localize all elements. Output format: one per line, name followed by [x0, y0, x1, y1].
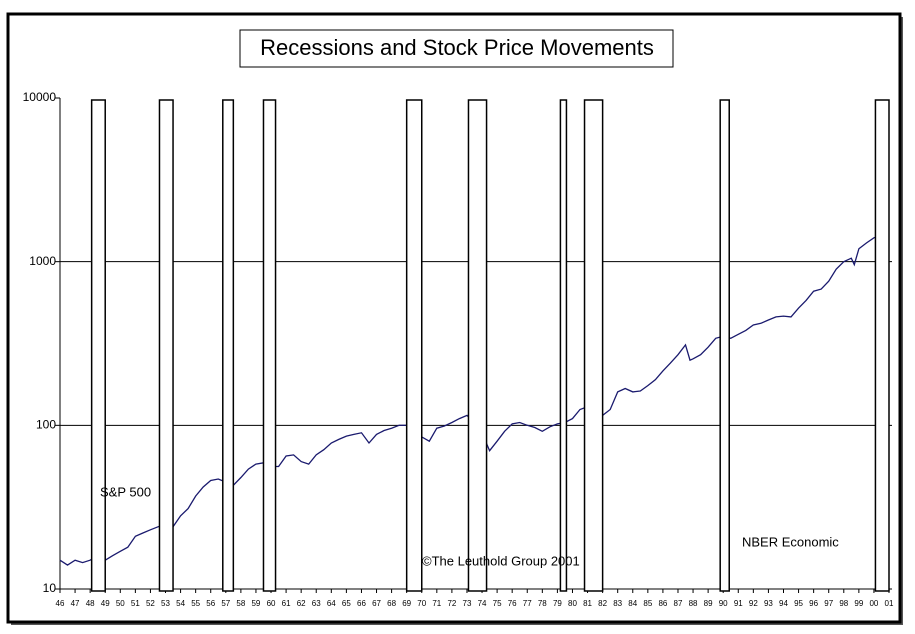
x-tick-label: 48	[86, 599, 95, 608]
recession-bar	[405, 99, 423, 592]
x-tick-label: 99	[854, 599, 863, 608]
y-tick-label: 100	[36, 418, 56, 432]
x-tick-label: 62	[297, 599, 306, 608]
x-tick-label: 46	[56, 599, 65, 608]
x-tick-label: 81	[583, 599, 592, 608]
recession-bar	[158, 99, 174, 592]
x-tick-label: 47	[71, 599, 80, 608]
recession-bar	[719, 99, 730, 592]
x-tick-label: 66	[357, 599, 366, 608]
x-tick-label: 51	[131, 599, 140, 608]
frame	[6, 12, 902, 624]
copyright: ©The Leuthold Group 2001	[422, 553, 580, 568]
x-tick-label: 95	[794, 599, 803, 608]
x-tick-label: 52	[146, 599, 155, 608]
x-tick-label: 76	[508, 599, 517, 608]
x-tick-label: 68	[387, 599, 396, 608]
x-tick-label: 84	[628, 599, 637, 608]
x-tick-label: 90	[719, 599, 728, 608]
chart-title: Recessions and Stock Price Movements	[260, 35, 654, 60]
x-tick-label: 69	[402, 599, 411, 608]
y-tick-label: 10000	[23, 90, 57, 104]
x-tick-label: 93	[764, 599, 773, 608]
recession-label: NBER Economic	[742, 534, 839, 549]
x-tick-label: 91	[734, 599, 743, 608]
x-tick-label: 88	[689, 599, 698, 608]
x-tick-label: 75	[493, 599, 502, 608]
x-tick-label: 70	[417, 599, 426, 608]
x-tick-label: 87	[674, 599, 683, 608]
x-tick-label: 55	[191, 599, 200, 608]
x-tick-label: 82	[598, 599, 607, 608]
x-tick-label: 96	[809, 599, 818, 608]
x-tick-label: 77	[523, 599, 532, 608]
x-tick-label: 58	[236, 599, 245, 608]
x-tick-label: 59	[251, 599, 260, 608]
x-tick-label: 72	[447, 599, 456, 608]
x-tick-label: 64	[327, 599, 336, 608]
recession-bar	[467, 99, 488, 592]
y-tick-label: 10	[43, 581, 57, 595]
x-tick-label: 50	[116, 599, 125, 608]
x-tick-label: 56	[206, 599, 215, 608]
x-tick-label: 74	[478, 599, 487, 608]
recession-bar	[874, 99, 890, 592]
recession-bar	[262, 99, 277, 592]
x-tick-label: 83	[613, 599, 622, 608]
x-tick-label: 53	[161, 599, 170, 608]
series-label: S&P 500	[100, 484, 151, 499]
x-tick-label: 60	[267, 599, 276, 608]
x-tick-label: 85	[643, 599, 652, 608]
x-tick-label: 89	[704, 599, 713, 608]
x-tick-label: 86	[658, 599, 667, 608]
recession-bar	[583, 99, 604, 592]
recession-bar	[90, 99, 106, 592]
x-tick-label: 00	[869, 599, 878, 608]
recession-bar	[559, 99, 568, 592]
x-tick-label: 73	[463, 599, 472, 608]
title-box	[239, 29, 674, 68]
x-tick-label: 98	[839, 599, 848, 608]
y-tick-label: 1000	[29, 254, 56, 268]
x-tick-label: 01	[885, 599, 894, 608]
x-tick-label: 71	[432, 599, 441, 608]
x-tick-label: 67	[372, 599, 381, 608]
x-tick-label: 49	[101, 599, 110, 608]
x-tick-label: 97	[824, 599, 833, 608]
x-tick-label: 80	[568, 599, 577, 608]
x-tick-label: 63	[312, 599, 321, 608]
x-tick-label: 94	[779, 599, 788, 608]
x-tick-label: 92	[749, 599, 758, 608]
x-tick-label: 54	[176, 599, 185, 608]
x-tick-label: 65	[342, 599, 351, 608]
x-tick-label: 57	[221, 599, 230, 608]
x-tick-label: 61	[282, 599, 291, 608]
recession-bar	[222, 99, 235, 592]
x-tick-label: 78	[538, 599, 547, 608]
x-tick-label: 79	[553, 599, 562, 608]
